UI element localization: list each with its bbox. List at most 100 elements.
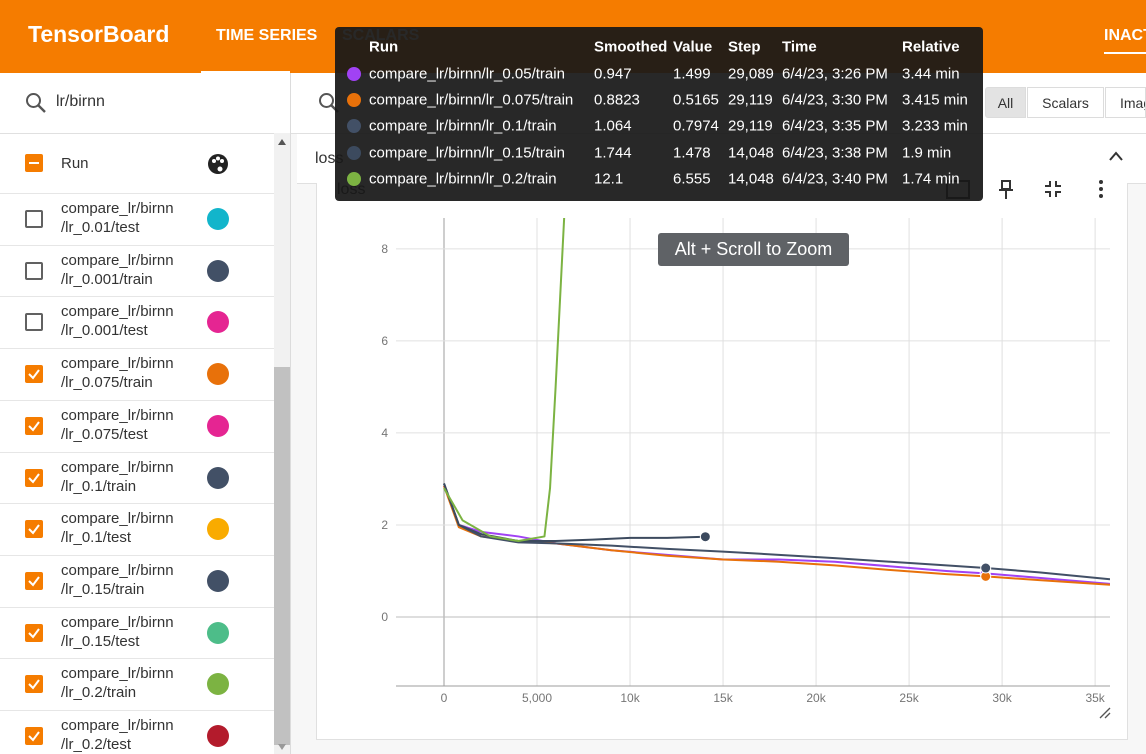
run-color[interactable] [207,518,229,541]
tooltip-cell: 1.499 [673,65,711,83]
run-row: compare_lr/birnn/lr_0.15/train [0,554,274,607]
run-name: compare_lr/birnn/lr_0.15/train [61,561,174,598]
check-mark [28,576,40,587]
tooltip: Run Smoothed Value Step Time Relative compare_… [335,27,983,201]
menu-underline [1104,52,1146,54]
run-row: compare_lr/birnn/lr_0.2/train [0,658,274,710]
tooltip-cell: 1.9 min [902,144,952,162]
tooltip-header: Step [728,38,761,56]
run-checkbox[interactable] [25,727,43,745]
run-checkbox[interactable] [25,365,43,384]
run-row: compare_lr/birnn/lr_0.075/test [0,399,274,452]
run-row: compare_lr/birnn/lr_0.1/test [0,503,274,555]
run-row: compare_lr/birnn/lr_0.001/train [0,244,274,297]
run-list: compare_lr/birnn/lr_0.01/test compare_lr/… [0,193,274,754]
check-mark [28,524,40,535]
column-header: Run [61,155,89,172]
x-tick-label: 20k [806,691,826,705]
run-header: Run [0,133,274,193]
tab[interactable]: TIME SERIES [216,27,318,44]
run-color[interactable] [207,363,229,386]
run-name: compare_lr/birnn/lr_0.2/train [61,665,174,702]
run-checkbox[interactable] [25,313,43,332]
run-color[interactable] [207,621,229,644]
y-tick-label: 6 [381,334,388,348]
run-color[interactable] [207,414,229,437]
filter-chip[interactable]: Imag [1105,87,1146,118]
run-checkbox[interactable] [25,261,43,280]
run-name: compare_lr/birnn/lr_0.1/test [61,510,174,547]
scroll-up[interactable] [278,139,286,145]
run-color[interactable] [207,466,229,489]
tooltip-swatch [347,171,361,186]
run-checkbox[interactable] [25,675,43,694]
tooltip-swatch [347,119,361,134]
tooltip-cell: 6/4/23, 3:30 PM [782,91,888,109]
scroll-down[interactable] [278,744,286,750]
hover-point [980,562,992,574]
run-name: compare_lr/birnn/lr_0.075/test [61,406,174,443]
tooltip-cell: 29,089 [728,65,774,83]
tooltip-cell: 6/4/23, 3:35 PM [782,117,888,135]
check-mark [28,679,40,690]
tooltip-cell: 0.7974 [673,117,719,135]
run-color[interactable] [207,208,229,230]
tooltip-cell: 6/4/23, 3:26 PM [782,65,888,83]
scrollbar[interactable] [274,133,290,754]
search-input[interactable]: lr/birnn [56,93,105,110]
tooltip-header: Relative [902,38,960,56]
tooltip-swatch [347,67,361,81]
search-row: lr/birnn [0,73,290,134]
filter-chip[interactable]: All [985,87,1026,118]
run-checkbox[interactable] [25,468,43,487]
x-tick-label: 30k [992,691,1012,705]
x-tick-label: 15k [713,691,733,705]
tooltip-header: Smoothed [594,38,668,56]
tooltip-cell: compare_lr/birnn/lr_0.2/train [369,170,557,188]
run-checkbox[interactable] [25,571,43,590]
run-checkbox[interactable] [25,210,43,228]
tooltip-cell: compare_lr/birnn/lr_0.075/train [369,91,574,109]
more-icon[interactable] [1097,179,1105,201]
run-color[interactable] [207,569,229,592]
check-mark [28,369,40,380]
menu-button[interactable]: INACT [1104,27,1146,44]
tooltip-cell: compare_lr/birnn/lr_0.15/train [369,144,565,162]
tooltip-cell: 1.744 [594,144,632,162]
run-color[interactable] [207,311,229,334]
run-color[interactable] [207,259,229,282]
resize-handle[interactable] [1099,707,1111,719]
run-checkbox[interactable] [25,623,43,642]
fullscreen-icon[interactable] [1043,179,1063,201]
select-all-checkbox[interactable] [25,154,43,172]
run-color[interactable] [207,673,229,696]
run-color[interactable] [207,725,229,747]
tooltip-cell: 3.44 min [902,65,960,83]
tooltip-cell: 12.1 [594,170,624,188]
scrollbar-thumb[interactable] [274,367,290,745]
plot-area [443,218,1110,586]
run-row: compare_lr/birnn/lr_0.1/train [0,451,274,504]
tooltip-header: Run [369,38,399,56]
tooltip-header: Value [673,38,713,56]
filter-chip[interactable]: Scalars [1027,87,1104,118]
x-tick-label: 35k [1085,691,1105,705]
run-name: compare_lr/birnn/lr_0.15/test [61,613,174,650]
hover-point [699,531,711,543]
tooltip-swatch [347,145,361,160]
tooltip-cell: 3.233 min [902,117,968,135]
collapse-icon[interactable] [1108,150,1124,162]
run-row: compare_lr/birnn/lr_0.01/test [0,193,274,245]
tooltip-cell: 29,119 [728,117,773,135]
search-icon [26,93,46,113]
run-checkbox[interactable] [25,416,43,435]
check-mark [28,472,40,484]
palette-icon[interactable] [207,153,229,175]
run-name: compare_lr/birnn/lr_0.001/test [61,303,174,340]
x-tick-label: 10k [620,691,640,705]
pin-icon[interactable] [997,179,1015,201]
run-checkbox[interactable] [25,520,43,539]
tooltip-header: Time [782,38,817,56]
